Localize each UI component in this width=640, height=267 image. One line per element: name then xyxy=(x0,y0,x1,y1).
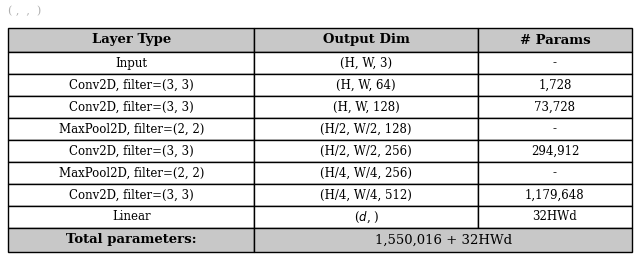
Text: Total parameters:: Total parameters: xyxy=(66,234,196,246)
Text: 294,912: 294,912 xyxy=(531,144,579,158)
Text: Linear: Linear xyxy=(112,210,150,223)
Bar xyxy=(255,206,478,228)
Text: 32HWd: 32HWd xyxy=(532,210,577,223)
Bar xyxy=(478,140,632,162)
Text: Output Dim: Output Dim xyxy=(323,33,410,46)
Bar xyxy=(8,52,255,74)
Bar xyxy=(478,118,632,140)
Bar xyxy=(255,162,478,184)
Bar xyxy=(255,118,478,140)
Bar xyxy=(255,228,632,252)
Text: (H, W, 128): (H, W, 128) xyxy=(333,100,399,113)
Bar xyxy=(255,184,478,206)
Bar xyxy=(478,206,632,228)
Bar xyxy=(8,74,255,96)
Bar xyxy=(478,52,632,74)
Text: Conv2D, filter=(3, 3): Conv2D, filter=(3, 3) xyxy=(69,189,194,202)
Text: -: - xyxy=(553,167,557,179)
Bar xyxy=(255,140,478,162)
Text: Input: Input xyxy=(115,57,147,69)
Text: 1,550,016 + 32HWd: 1,550,016 + 32HWd xyxy=(374,234,512,246)
Text: (H/4, W/4, 256): (H/4, W/4, 256) xyxy=(320,167,412,179)
Text: Conv2D, filter=(3, 3): Conv2D, filter=(3, 3) xyxy=(69,100,194,113)
Text: 73,728: 73,728 xyxy=(534,100,575,113)
Text: -: - xyxy=(553,57,557,69)
Bar xyxy=(8,96,255,118)
Bar xyxy=(255,96,478,118)
Bar xyxy=(255,28,478,52)
Bar xyxy=(478,74,632,96)
Text: Layer Type: Layer Type xyxy=(92,33,171,46)
Text: 1,179,648: 1,179,648 xyxy=(525,189,585,202)
Text: (H, W, 64): (H, W, 64) xyxy=(337,78,396,92)
Bar xyxy=(8,206,255,228)
Bar xyxy=(8,228,255,252)
Text: ($d$, ): ($d$, ) xyxy=(353,209,379,225)
Bar xyxy=(8,162,255,184)
Text: # Params: # Params xyxy=(520,33,590,46)
Text: (H, W, 3): (H, W, 3) xyxy=(340,57,392,69)
Bar xyxy=(478,184,632,206)
Bar xyxy=(8,140,255,162)
Text: Conv2D, filter=(3, 3): Conv2D, filter=(3, 3) xyxy=(69,78,194,92)
Text: Conv2D, filter=(3, 3): Conv2D, filter=(3, 3) xyxy=(69,144,194,158)
Bar xyxy=(478,96,632,118)
Bar xyxy=(478,28,632,52)
Bar xyxy=(255,74,478,96)
Text: MaxPool2D, filter=(2, 2): MaxPool2D, filter=(2, 2) xyxy=(58,123,204,135)
Bar xyxy=(8,184,255,206)
Text: (H/4, W/4, 512): (H/4, W/4, 512) xyxy=(320,189,412,202)
Bar xyxy=(255,52,478,74)
Bar xyxy=(8,28,255,52)
Text: 1,728: 1,728 xyxy=(538,78,572,92)
Text: MaxPool2D, filter=(2, 2): MaxPool2D, filter=(2, 2) xyxy=(58,167,204,179)
Bar xyxy=(478,162,632,184)
Text: (H/2, W/2, 128): (H/2, W/2, 128) xyxy=(321,123,412,135)
Text: -: - xyxy=(553,123,557,135)
Bar xyxy=(8,118,255,140)
Text: ( ,  ,  ): ( , , ) xyxy=(8,6,41,16)
Text: (H/2, W/2, 256): (H/2, W/2, 256) xyxy=(320,144,412,158)
